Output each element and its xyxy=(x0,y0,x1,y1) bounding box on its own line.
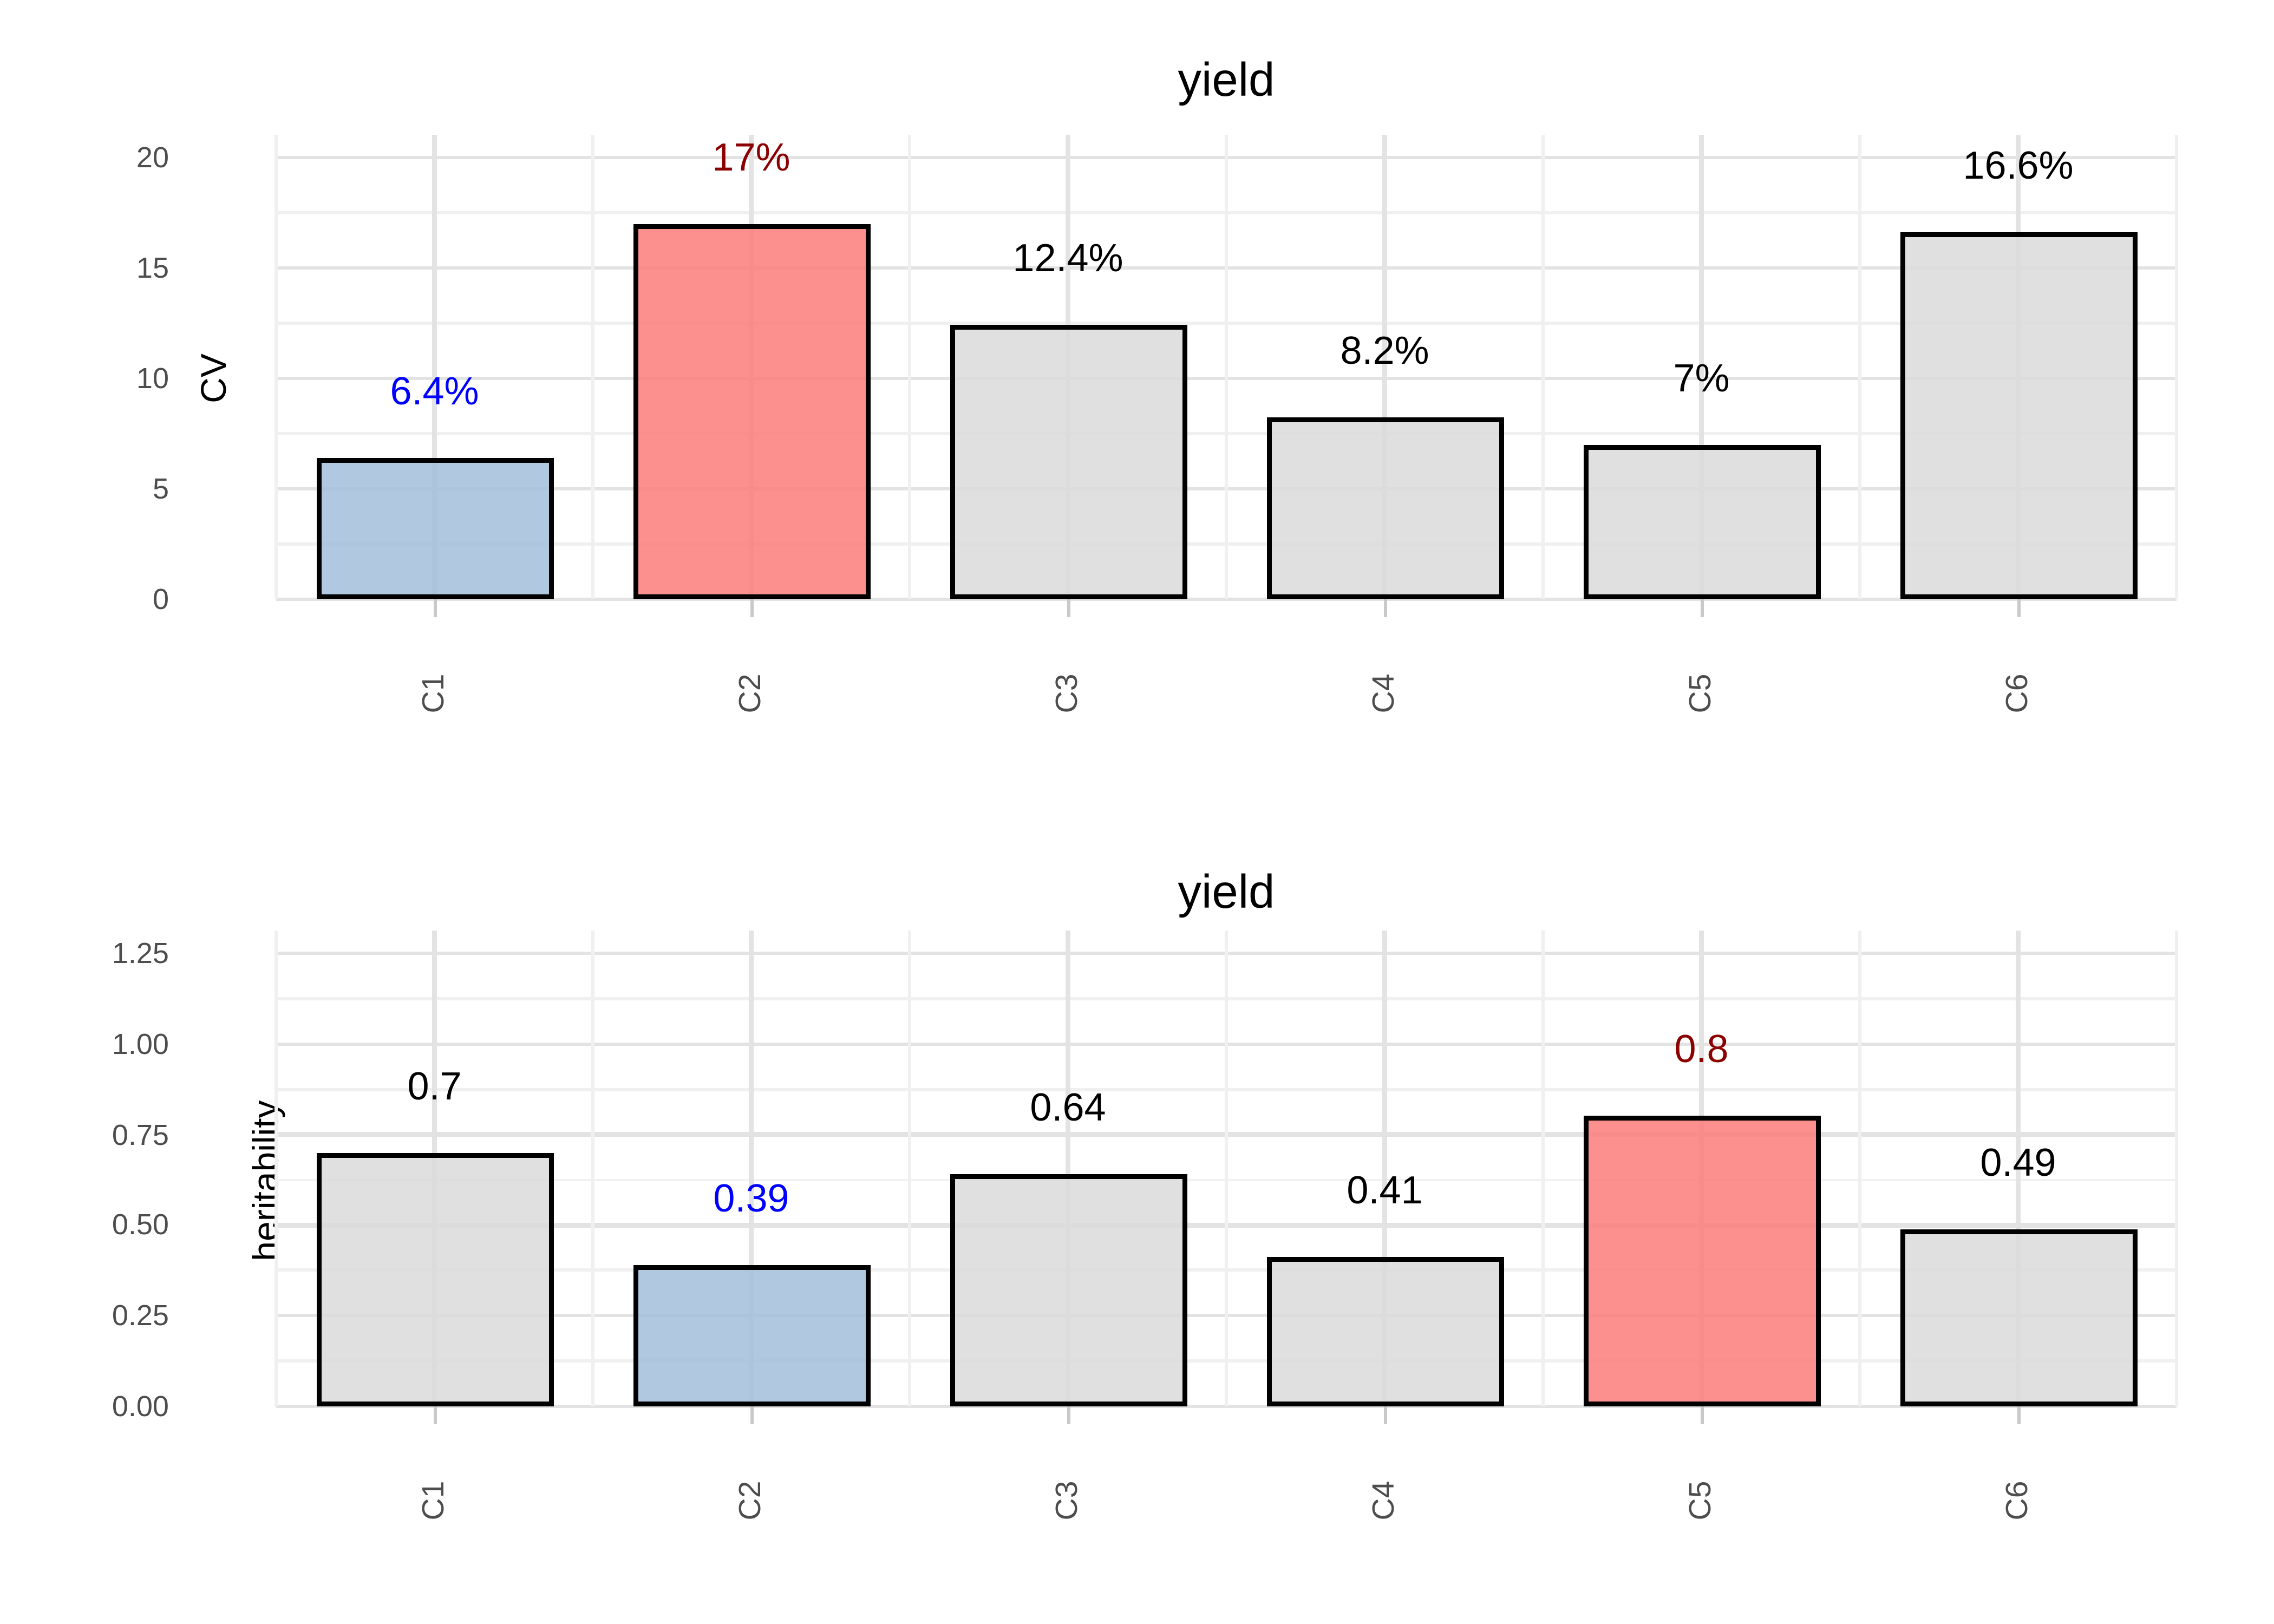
grid-minor-line xyxy=(908,135,911,599)
bar-value-label: 8.2% xyxy=(1340,330,1429,375)
bar xyxy=(632,224,870,599)
bar-value-label: 16.6% xyxy=(1963,145,2074,189)
bar-value-label: 6.4% xyxy=(390,370,479,414)
grid-major-line xyxy=(2016,931,2021,1406)
grid-major-line xyxy=(276,597,2177,601)
x-tick-mark xyxy=(433,1406,436,1424)
grid-minor-line xyxy=(1858,931,1861,1406)
chart-title: yield xyxy=(1178,55,1275,107)
grid-minor-line xyxy=(275,135,278,599)
y-tick-label: 0 xyxy=(152,583,169,615)
x-tick-mark xyxy=(1066,1406,1070,1424)
x-tick-mark xyxy=(2016,1406,2020,1424)
y-tick-label: 0.25 xyxy=(112,1299,169,1332)
x-tick-mark xyxy=(433,599,436,617)
y-tick-label: 1.00 xyxy=(112,1027,169,1060)
y-tick-label: 20 xyxy=(136,141,169,174)
bar-value-label: 0.7 xyxy=(407,1065,462,1109)
bar xyxy=(949,1174,1187,1406)
grid-minor-line xyxy=(591,135,594,599)
bar-value-label: 0.64 xyxy=(1030,1086,1106,1131)
x-tick-label: C1 xyxy=(416,1481,451,1521)
grid-minor-line xyxy=(1225,135,1228,599)
x-tick-label: C6 xyxy=(2000,1481,2035,1521)
grid-major-line xyxy=(1066,931,1070,1406)
x-tick-mark xyxy=(1066,599,1070,617)
y-tick-label: 1.25 xyxy=(112,937,169,970)
x-tick-mark xyxy=(1383,1406,1387,1424)
x-tick-mark xyxy=(2016,599,2020,617)
grid-minor-line xyxy=(1541,135,1545,599)
y-tick-label: 0.75 xyxy=(112,1118,169,1151)
grid-minor-line xyxy=(2175,135,2178,599)
grid-minor-line xyxy=(1225,931,1228,1406)
bar xyxy=(632,1265,870,1406)
y-tick-label: 0.50 xyxy=(112,1209,169,1242)
bar-value-label: 0.41 xyxy=(1347,1170,1423,1214)
y-tick-label: 0.00 xyxy=(112,1390,169,1423)
x-tick-mark xyxy=(749,599,753,617)
bar-value-label: 12.4% xyxy=(1012,238,1123,282)
x-tick-label: C2 xyxy=(733,1481,768,1521)
bar xyxy=(1583,1116,1820,1406)
grid-minor-line xyxy=(275,931,278,1406)
bar-value-label: 0.49 xyxy=(1980,1141,2056,1185)
y-tick-label: 10 xyxy=(136,362,169,395)
grid-major-line xyxy=(276,1404,2177,1409)
bar xyxy=(1266,1258,1504,1406)
x-tick-mark xyxy=(1383,599,1387,617)
grid-minor-line xyxy=(2175,931,2178,1406)
bar-value-label: 0.8 xyxy=(1674,1029,1729,1073)
grid-major-line xyxy=(1699,135,1704,599)
bar xyxy=(316,1152,553,1406)
chart-title: yield xyxy=(1178,867,1275,919)
bar xyxy=(316,457,553,599)
bar xyxy=(1899,232,2137,599)
y-tick-label: 5 xyxy=(152,473,169,505)
bar xyxy=(1583,444,1820,599)
y-tick-label: 15 xyxy=(136,252,169,284)
x-tick-label: C3 xyxy=(1050,1481,1084,1521)
grid-major-line xyxy=(749,931,754,1406)
x-tick-label: C5 xyxy=(1683,1481,1718,1521)
grid-major-line xyxy=(1382,135,1387,599)
bar xyxy=(1266,418,1504,599)
bar-value-label: 7% xyxy=(1673,357,1730,401)
x-tick-mark xyxy=(749,1406,753,1424)
bar xyxy=(1899,1228,2137,1406)
bar-value-label: 17% xyxy=(712,136,790,180)
grid-major-line xyxy=(432,135,437,599)
grid-major-line xyxy=(1382,931,1387,1406)
grid-minor-line xyxy=(591,931,594,1406)
x-tick-mark xyxy=(1700,1406,1703,1424)
grid-minor-line xyxy=(1541,931,1545,1406)
bar xyxy=(949,325,1187,599)
grid-minor-line xyxy=(1858,135,1861,599)
x-tick-mark xyxy=(1700,599,1703,617)
bar-value-label: 0.39 xyxy=(713,1177,789,1221)
grid-minor-line xyxy=(908,931,911,1406)
x-tick-label: C4 xyxy=(1367,1481,1401,1521)
